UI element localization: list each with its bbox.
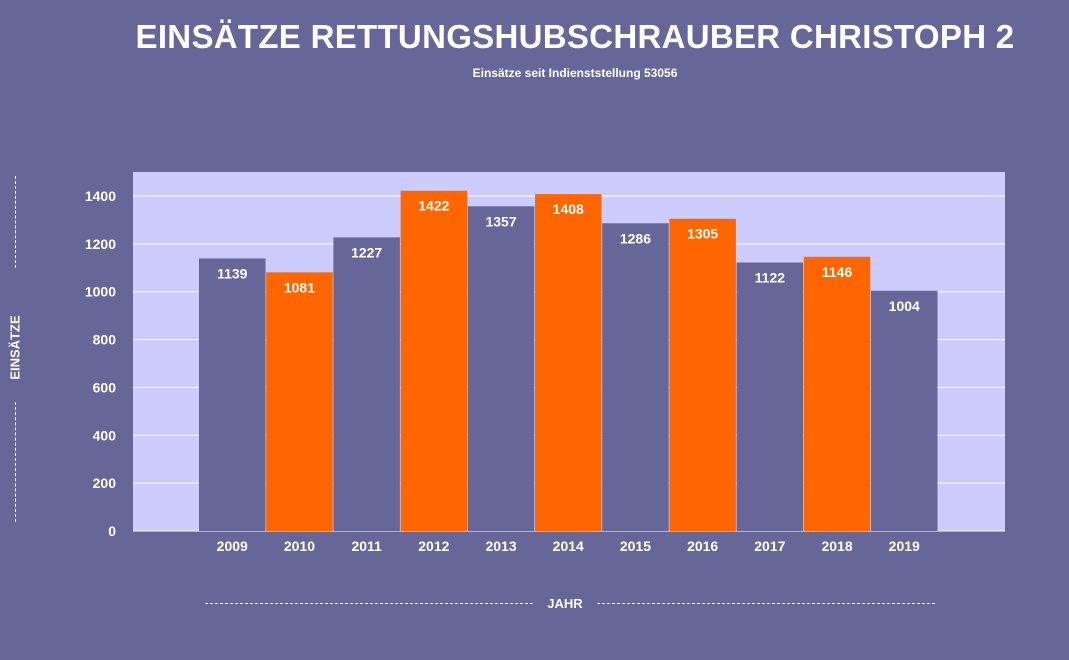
bar-2012 (400, 190, 468, 531)
bar-2014 (535, 194, 602, 532)
data-label-2019: 1004 (889, 298, 920, 314)
chart-title: EINSÄTZE RETTUNGSHUBSCHRAUBER CHRISTOPH … (135, 18, 1015, 55)
x-tick-label-2013: 2013 (485, 538, 516, 554)
bar-2018 (803, 256, 871, 531)
x-tick-label-2019: 2019 (889, 538, 920, 554)
x-tick-label-2009: 2009 (217, 538, 248, 554)
x-tick-label-2018: 2018 (821, 538, 852, 554)
x-axis-title-group: JAHR (205, 594, 935, 614)
x-tick-label-2010: 2010 (284, 538, 315, 554)
data-label-2018: 1146 (822, 264, 853, 280)
data-label-2014: 1408 (553, 201, 584, 217)
y-tick-label-1200: 1200 (85, 236, 116, 252)
y-tick-label-0: 0 (108, 523, 116, 539)
x-tick-label-2011: 2011 (351, 538, 382, 554)
y-tick-label-1400: 1400 (85, 188, 116, 204)
data-label-2011: 1227 (351, 244, 382, 260)
bar-2010 (266, 272, 333, 531)
data-label-2017: 1122 (755, 270, 786, 286)
x-tick-label-2015: 2015 (620, 538, 651, 554)
bar-2015 (602, 223, 669, 531)
x-tick-label-2012: 2012 (418, 538, 449, 554)
y-tick-label-600: 600 (93, 379, 117, 395)
x-tick-label-2014: 2014 (553, 538, 584, 554)
data-label-2016: 1305 (687, 226, 718, 242)
data-label-2015: 1286 (620, 230, 651, 246)
chart-subtitle: Einsätze seit Indienststellung 53056 (472, 66, 678, 80)
data-label-2009: 1139 (217, 265, 248, 281)
y-axis-title-group: EINSÄTZE (0, 170, 30, 530)
data-label-2012: 1422 (418, 198, 449, 214)
bar-2016 (669, 218, 736, 531)
y-tick-label-400: 400 (93, 427, 117, 443)
bar-2009 (199, 258, 266, 531)
y-tick-label-1000: 1000 (85, 284, 116, 300)
bar-2017 (736, 262, 804, 531)
data-label-2010: 1081 (284, 279, 315, 295)
x-axis-title-dash-right (597, 603, 935, 604)
x-axis-title: JAHR (547, 596, 583, 611)
bar-2013 (467, 206, 535, 531)
y-tick-label-200: 200 (93, 475, 117, 491)
y-axis-title-dash-top (15, 176, 16, 268)
x-tick-label-2016: 2016 (687, 538, 718, 554)
data-label-2013: 1357 (485, 213, 516, 229)
bar-2019 (871, 290, 938, 531)
bar-2011 (333, 237, 400, 531)
x-tick-label-2017: 2017 (754, 538, 785, 554)
y-tick-label-800: 800 (93, 332, 117, 348)
y-axis-title-dash-bottom (15, 402, 16, 522)
x-axis-title-dash-left (205, 603, 533, 604)
